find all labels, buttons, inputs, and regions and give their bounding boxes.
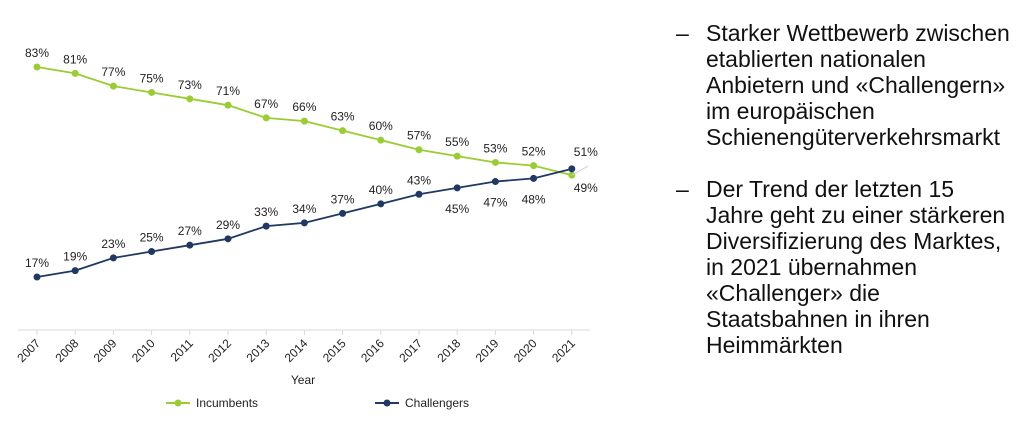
incumbents-data-label: 66% [292, 100, 316, 114]
bullet-list: – Starker Wettbewerb zwischen etablierte… [676, 20, 1016, 384]
legend-incumbents-marker [174, 399, 182, 407]
challengers-data-label: 45% [445, 202, 469, 216]
challengers-point [186, 241, 194, 249]
incumbents-data-label: 55% [445, 135, 469, 149]
incumbents-data-label: 73% [178, 78, 202, 92]
challengers-point [262, 222, 270, 230]
legend: Incumbents Challengers [166, 396, 469, 410]
x-tick-label: 2008 [53, 336, 82, 365]
challengers-point [109, 254, 117, 262]
challengers-data-label: 19% [63, 250, 87, 264]
incumbents-data-label: 52% [522, 145, 546, 159]
challengers-data-label: 27% [178, 224, 202, 238]
incumbents-point [148, 88, 156, 96]
challengers-data-label: 43% [407, 173, 431, 187]
incumbents-point [33, 63, 41, 71]
challengers-data-label: 34% [292, 202, 316, 216]
challengers-data-label: 17% [25, 256, 49, 270]
x-tick-label: 2015 [320, 336, 349, 365]
x-tick-label: 2013 [244, 336, 273, 365]
challengers-data-label: 33% [254, 205, 278, 219]
challengers-point [377, 200, 385, 208]
challengers-point [491, 178, 499, 186]
legend-challengers-label: Challengers [405, 396, 469, 410]
x-tick-label: 2011 [168, 336, 196, 364]
x-tick-label: 2016 [358, 336, 387, 365]
incumbents-data-label: 81% [63, 52, 87, 66]
x-tick-label: 2018 [435, 336, 464, 365]
x-tick-label: 2012 [205, 336, 234, 365]
challengers-point [224, 235, 232, 243]
incumbents-point [300, 117, 308, 125]
incumbents-data-label: 83% [25, 46, 49, 60]
bullet-item: – Der Trend der letzten 15 Jahre geht zu… [676, 176, 1016, 358]
label-leader-line [571, 165, 589, 176]
bullet-text: Starker Wettbewerb zwischen etablierten … [706, 20, 1010, 150]
line-chart: 2007 2008 2009 2010 2011 2012 2013 2014 2015 2016… [14, 46, 598, 410]
x-tick-label: 2010 [129, 336, 158, 365]
series-incumbents: 83% 81% 77% 75% 73% 71% 67% 66% 63% 60% 57% 55% 53% 5… [25, 46, 598, 195]
challengers-point [148, 248, 156, 256]
x-tick-labels: 2007 2008 2009 2010 2011 2012 2013 2014 2015 2016… [14, 336, 578, 365]
incumbents-data-label: 57% [407, 129, 431, 143]
incumbents-point [224, 101, 232, 109]
bullet-item: – Starker Wettbewerb zwischen etablierte… [676, 20, 1016, 150]
challengers-data-label: 51% [574, 145, 598, 159]
x-tick-label: 2020 [511, 336, 540, 365]
incumbents-data-label: 71% [216, 84, 240, 98]
incumbents-point [109, 82, 117, 90]
challengers-point [530, 174, 538, 182]
challengers-data-label: 29% [216, 218, 240, 232]
challengers-data-label: 25% [140, 231, 164, 245]
x-tick-label: 2007 [14, 336, 43, 365]
x-ticks [36, 330, 573, 335]
incumbents-point [491, 158, 499, 166]
challengers-point [71, 267, 79, 275]
challengers-point [33, 273, 41, 281]
x-axis-title: Year [291, 373, 315, 387]
legend-challengers-marker [383, 399, 391, 407]
challengers-data-label: 40% [369, 183, 393, 197]
challengers-point [415, 190, 423, 198]
challengers-data-label: 37% [331, 192, 355, 206]
incumbents-point [530, 162, 538, 170]
incumbents-data-label: 49% [574, 181, 598, 195]
incumbents-point [262, 114, 270, 122]
incumbents-point [186, 95, 194, 103]
incumbents-point [71, 69, 79, 77]
incumbents-point [453, 152, 461, 160]
incumbents-point [377, 136, 385, 144]
incumbents-data-label: 63% [331, 110, 355, 124]
challengers-point [568, 165, 576, 173]
incumbents-data-label: 53% [483, 141, 507, 155]
x-tick-label: 2019 [473, 336, 502, 365]
x-tick-label: 2014 [282, 336, 311, 365]
bullet-dash: – [676, 176, 689, 202]
series-challengers: 17% 19% 23% 25% 27% 29% 33% 34% 37% 40% 43% 45% 47% 4… [25, 145, 598, 281]
challengers-data-label: 23% [101, 237, 125, 251]
x-tick-label: 2009 [91, 336, 120, 365]
bullet-dash: – [676, 20, 689, 46]
incumbents-data-label: 67% [254, 97, 278, 111]
x-tick-label: 2021 [549, 336, 578, 365]
challengers-data-label: 48% [522, 192, 546, 206]
x-tick-label: 2017 [396, 336, 425, 365]
legend-incumbents-label: Incumbents [196, 396, 258, 410]
incumbents-data-label: 77% [101, 65, 125, 79]
incumbents-data-label: 75% [140, 71, 164, 85]
series-group: 83% 81% 77% 75% 73% 71% 67% 66% 63% 60% 57% 55% 53% 5… [25, 46, 598, 281]
incumbents-point [415, 146, 423, 154]
incumbents-point [339, 127, 347, 135]
challengers-point [453, 184, 461, 192]
incumbents-data-label: 60% [369, 119, 393, 133]
challengers-data-label: 47% [483, 196, 507, 210]
challengers-point [300, 219, 308, 227]
bullet-text: Der Trend der letzten 15 Jahre geht zu e… [706, 176, 1006, 358]
challengers-point [339, 209, 347, 217]
